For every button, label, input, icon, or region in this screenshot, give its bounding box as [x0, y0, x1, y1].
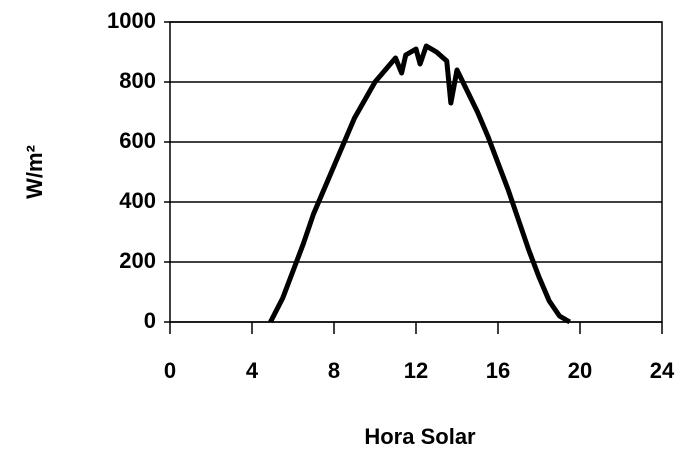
data-line — [268, 43, 572, 325]
y-axis-label: W/m² — [22, 145, 47, 199]
y-tick-label: 200 — [119, 248, 156, 273]
x-tick-label: 4 — [246, 358, 259, 383]
x-tick-label: 20 — [568, 358, 592, 383]
y-tick-label: 600 — [119, 128, 156, 153]
x-tick-label: 0 — [164, 358, 176, 383]
x-axis-label: Hora Solar — [364, 424, 476, 449]
x-tick-label: 24 — [650, 358, 675, 383]
x-tick-label: 16 — [486, 358, 510, 383]
y-tick-label: 0 — [144, 308, 156, 333]
y-tick-label: 800 — [119, 68, 156, 93]
x-tick-label: 12 — [404, 358, 428, 383]
y-tick-label: 400 — [119, 188, 156, 213]
x-tick-label: 8 — [328, 358, 340, 383]
y-tick-label: 1000 — [107, 8, 156, 33]
plot-border — [169, 21, 663, 323]
